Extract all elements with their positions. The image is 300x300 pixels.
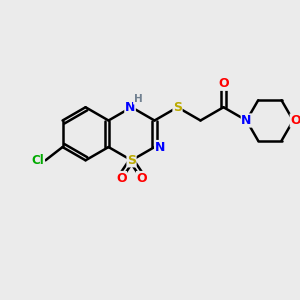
Text: Cl: Cl (32, 154, 44, 167)
Text: N: N (241, 114, 252, 127)
Text: O: O (116, 172, 127, 184)
Text: O: O (218, 77, 229, 90)
Text: N: N (125, 101, 135, 114)
Text: O: O (136, 172, 147, 184)
Text: O: O (290, 114, 300, 127)
Text: H: H (134, 94, 142, 104)
Text: S: S (173, 101, 182, 114)
Text: S: S (127, 154, 136, 167)
Text: N: N (154, 141, 165, 154)
